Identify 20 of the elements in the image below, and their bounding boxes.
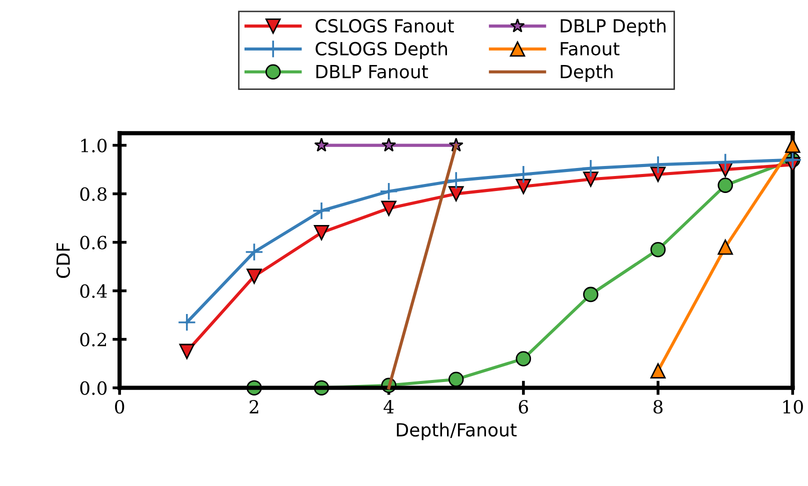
y-axis-title: CDF (56, 243, 70, 278)
x-tick-label: 4 (384, 400, 394, 414)
legend-label: CSLOGS Depth (316, 42, 447, 60)
y-tick-label: 0.6 (80, 236, 107, 250)
legend-label: Fanout (560, 42, 620, 56)
y-tick-label: 0.8 (80, 187, 107, 201)
x-tick-label: 10 (783, 400, 803, 414)
y-tick-label: 0.2 (80, 332, 106, 346)
x-tick-label: 0 (115, 400, 124, 414)
y-tick-label: 1.0 (81, 138, 107, 152)
y-tick-label: 0.4 (80, 284, 107, 298)
x-axis-title: Depth/Fanout (396, 422, 517, 440)
legend-label: CSLOGS Fanout (316, 19, 454, 33)
x-tick-label: 8 (654, 400, 663, 414)
x-tick-label: 6 (518, 400, 528, 414)
legend-label: DBLP Fanout (316, 65, 428, 78)
y-tick-label: 0.0 (80, 381, 107, 395)
x-tick-label: 2 (250, 400, 258, 414)
legend-label: Depth (560, 64, 613, 82)
legend-label: DBLP Depth (560, 18, 666, 36)
